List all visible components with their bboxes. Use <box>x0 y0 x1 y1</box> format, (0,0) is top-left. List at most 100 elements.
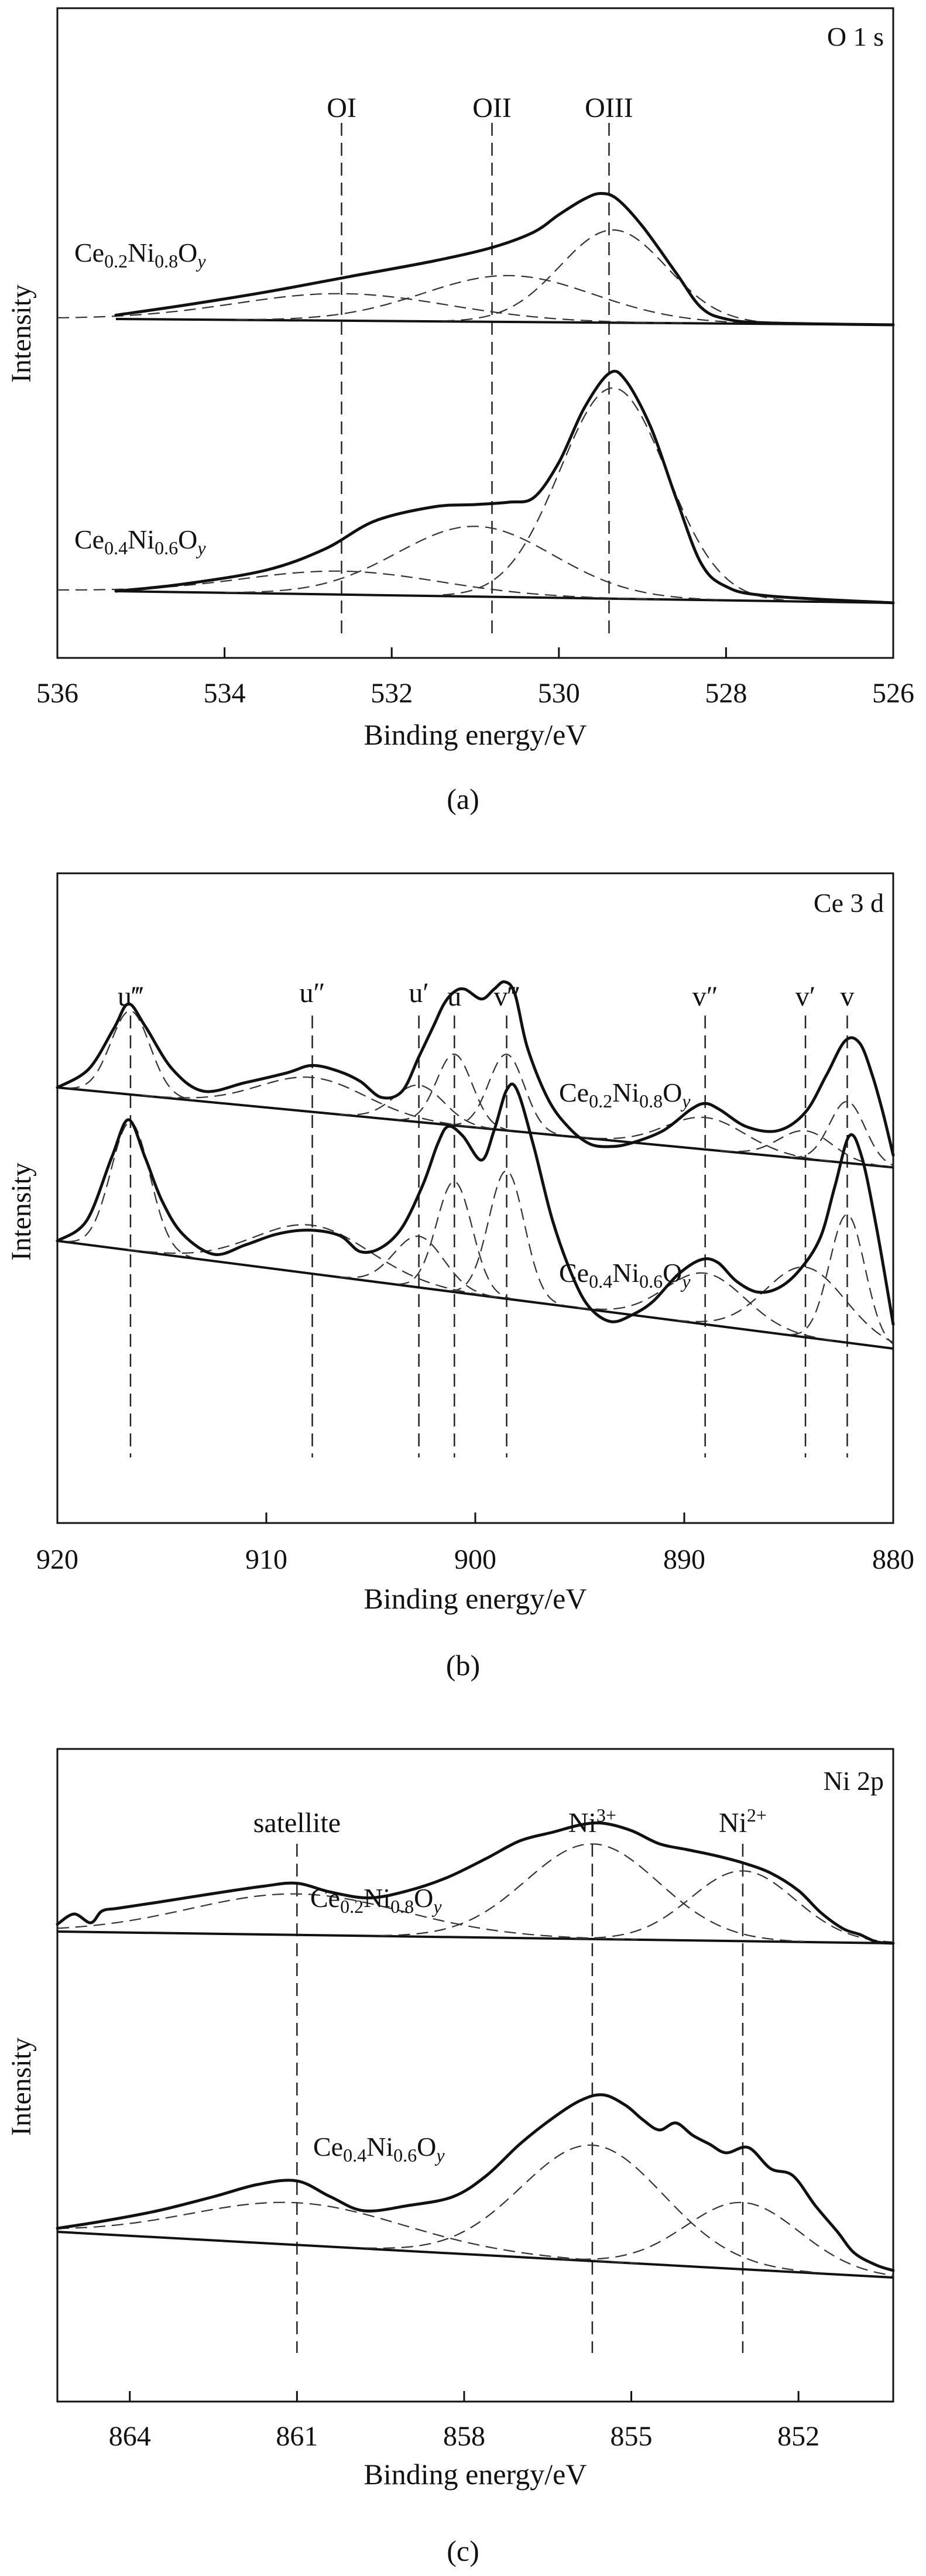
x-tick-label: 534 <box>204 678 246 709</box>
x-ticks: 536 534 532 530 528 526 <box>36 647 914 709</box>
baseline <box>57 1240 894 1350</box>
reference-label: Ni2+ <box>719 1805 767 1838</box>
reference-label: Ni3+ <box>568 1805 616 1838</box>
fit-component <box>443 387 784 601</box>
x-tick-label: 528 <box>705 678 747 709</box>
fit-component <box>57 293 683 324</box>
reference-label: u‴ <box>118 981 143 1012</box>
subpanel-label: (b) <box>446 1649 480 1682</box>
x-tick-label: 890 <box>663 1544 705 1575</box>
reference-label: v′ <box>795 981 816 1012</box>
x-tick-label: 920 <box>36 1544 78 1575</box>
sample-label-ce04-ni06: Ce0.4Ni0.6Oy <box>559 1258 691 1292</box>
fit-component <box>339 1235 499 1298</box>
reference-lines: OI OII OIII <box>327 92 633 637</box>
spectrum-envelope <box>56 980 895 1157</box>
fit-component <box>68 1121 193 1258</box>
fit-component <box>236 275 781 325</box>
fit-component <box>397 1181 512 1299</box>
x-tick-label: 864 <box>109 2421 151 2452</box>
sample-ce02-ni08 <box>56 1821 895 1945</box>
plot-frame <box>56 872 894 1524</box>
x-tick-label: 526 <box>872 678 914 709</box>
fit-component <box>128 1224 498 1298</box>
baseline <box>57 1086 894 1169</box>
sample-ce04-ni06 <box>56 2093 895 2279</box>
fit-component <box>443 229 784 324</box>
fit-component <box>450 1170 564 1306</box>
fit-component <box>57 2201 638 2264</box>
panel-title: O 1 s <box>827 22 884 52</box>
fit-component <box>365 2144 820 2273</box>
fit-component <box>225 526 725 601</box>
fit-component <box>397 1053 512 1131</box>
plot-frame <box>56 7 894 659</box>
fit-component <box>576 1870 894 1943</box>
reference-label: satellite <box>253 1807 341 1838</box>
panel-title: Ce 3 d <box>814 888 884 918</box>
sample-label-ce04-ni06: Ce0.4Ni0.6Oy <box>313 2132 445 2166</box>
y-axis-label: Intensity <box>6 2038 37 2136</box>
plot-frame <box>56 1748 894 2403</box>
x-tick-label: 852 <box>777 2421 819 2452</box>
spectrum-envelope <box>114 369 895 605</box>
sample-ce02-ni08 <box>56 980 895 1169</box>
sample-label-ce04-ni06: Ce0.4Ni0.6Oy <box>74 524 206 558</box>
panel-ni2p: Ni 2p Intensity Binding energy/eV (c) 86… <box>6 1748 895 2567</box>
sample-label-ce02-ni08: Ce0.2Ni0.8Oy <box>559 1078 691 1112</box>
fit-component <box>57 1893 638 1940</box>
fit-component <box>577 1116 834 1162</box>
reference-label: u′ <box>409 977 429 1009</box>
x-ticks: 920 910 900 890 880 <box>36 1512 914 1575</box>
sample-ce04-ni06 <box>56 1082 895 1350</box>
spectrum-envelope <box>56 1821 895 1945</box>
x-ticks: 864 861 858 855 852 <box>109 2391 819 2452</box>
spectrum-envelope <box>114 192 895 327</box>
sample-label-ce02-ni08: Ce0.2Ni0.8Oy <box>310 1883 442 1917</box>
x-tick-label: 880 <box>872 1544 914 1575</box>
reference-label: OI <box>327 92 356 124</box>
panel-ce3d: Ce 3 d Intensity Binding energy/eV (b) 9… <box>6 872 914 1682</box>
baseline <box>57 1930 894 1944</box>
spectrum-envelope <box>56 1082 895 1326</box>
baseline <box>57 2231 894 2279</box>
fit-component <box>677 1266 894 1343</box>
reference-label: OII <box>472 92 512 124</box>
y-axis-label: Intensity <box>6 284 37 383</box>
reference-label: OIII <box>585 92 633 124</box>
spectrum-envelope <box>56 2093 895 2272</box>
fit-component <box>339 1084 499 1130</box>
x-tick-label: 900 <box>454 1544 496 1575</box>
x-tick-label: 861 <box>276 2421 318 2452</box>
subpanel-label: (a) <box>447 783 479 815</box>
fit-component <box>450 1054 564 1136</box>
y-axis-label: Intensity <box>6 1162 37 1261</box>
x-tick-label: 530 <box>538 678 580 709</box>
panel-o1s: O 1 s Intensity Binding energy/eV (a) 53… <box>6 7 914 815</box>
sample-ce02-ni08 <box>57 192 895 327</box>
x-tick-label: 910 <box>245 1544 287 1575</box>
x-axis-label: Binding energy/eV <box>364 718 587 751</box>
x-axis-label: Binding energy/eV <box>364 1582 587 1615</box>
fit-component <box>142 1076 483 1129</box>
reference-label: v <box>840 981 854 1012</box>
reference-lines: u‴ u″ u′ u v‴ v″ v′ v <box>118 977 854 1457</box>
fit-component <box>68 1010 193 1101</box>
fit-component <box>790 1214 894 1345</box>
sample-label-ce02-ni08: Ce0.2Ni0.8Oy <box>74 238 206 272</box>
x-tick-label: 532 <box>371 678 413 709</box>
x-tick-label: 855 <box>611 2421 653 2452</box>
baseline <box>115 590 894 604</box>
fit-component <box>380 1843 805 1942</box>
fit-component <box>790 1100 894 1166</box>
x-tick-label: 858 <box>443 2421 485 2452</box>
fit-component <box>561 2201 894 2276</box>
sample-ce04-ni06 <box>57 369 895 605</box>
x-tick-label: 536 <box>36 678 78 709</box>
subpanel-label: (c) <box>447 2534 479 2567</box>
fit-component <box>577 1272 834 1342</box>
reference-label: u″ <box>300 977 325 1009</box>
reference-label: v″ <box>692 981 718 1012</box>
panel-title: Ni 2p <box>824 1766 884 1796</box>
